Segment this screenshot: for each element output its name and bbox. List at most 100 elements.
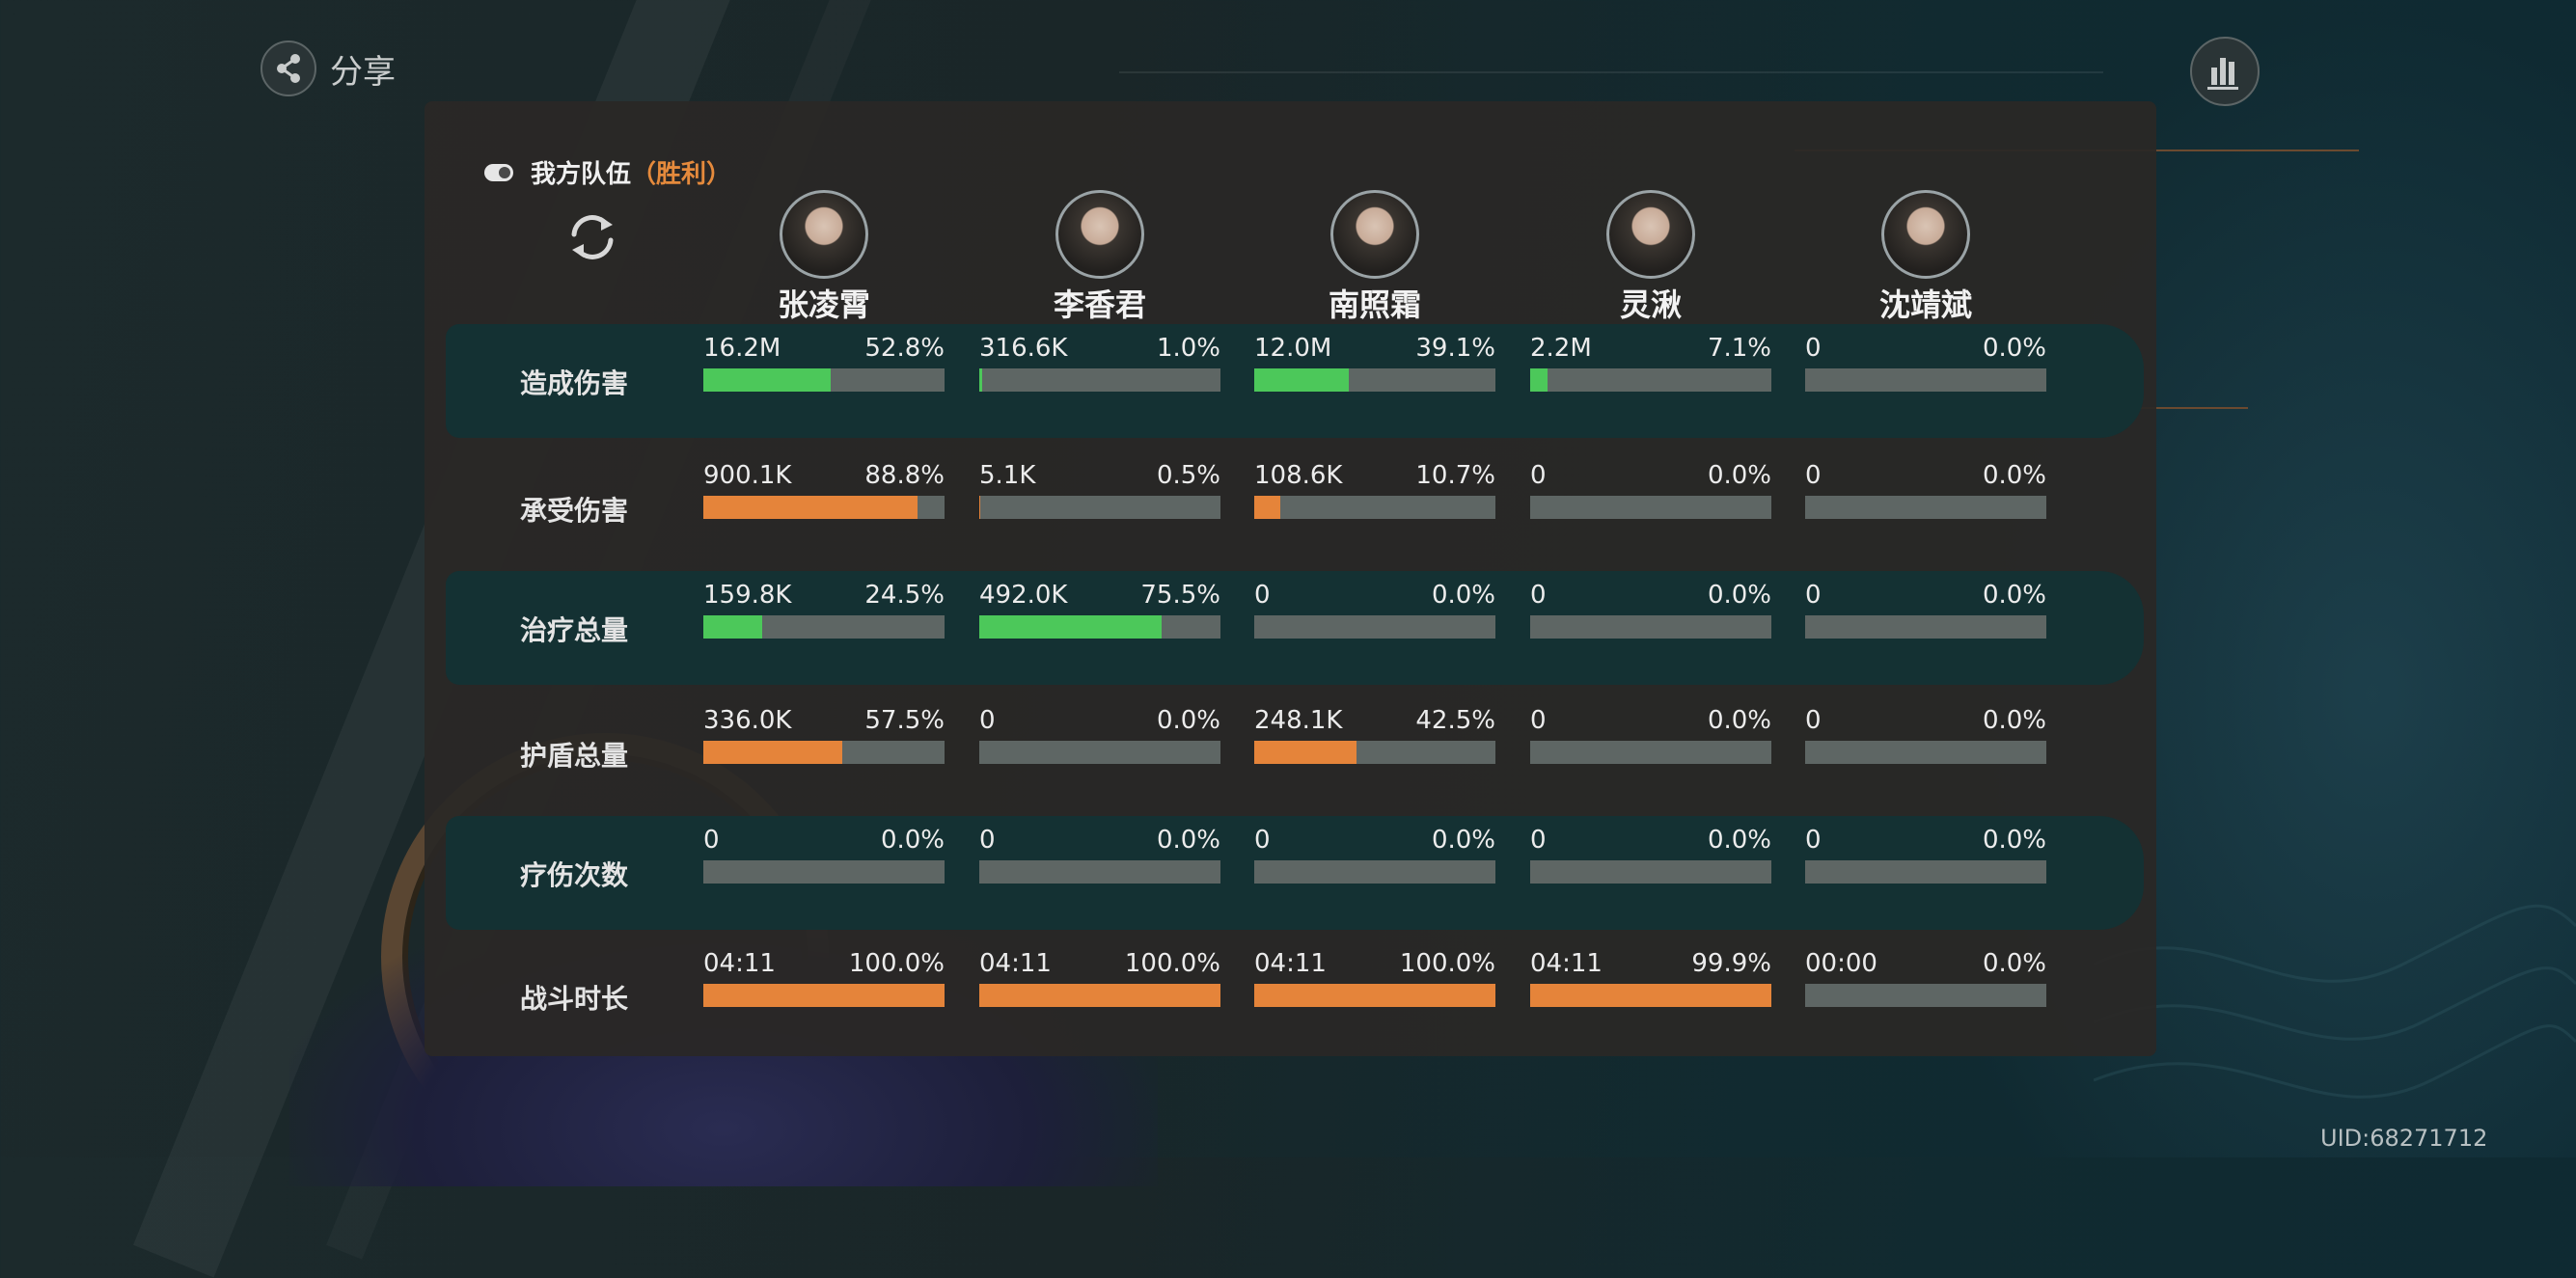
stat-bar-fill xyxy=(703,741,842,764)
stat-percent: 42.5% xyxy=(1415,706,1495,735)
stat-bar xyxy=(979,496,1220,519)
share-button[interactable]: 分享 xyxy=(260,41,396,96)
stat-bar-fill xyxy=(1530,368,1548,392)
stat-bar-fill xyxy=(1254,496,1280,519)
stat-percent: 0.0% xyxy=(1982,461,2046,490)
stat-value: 0 xyxy=(1805,706,1822,735)
stat-label: 疗伤次数 xyxy=(520,859,629,891)
stat-bar xyxy=(703,615,945,639)
stat-bar-fill xyxy=(1254,984,1495,1007)
stat-percent: 0.0% xyxy=(1982,706,2046,735)
stat-percent: 0.0% xyxy=(1982,826,2046,855)
hero-avatar[interactable] xyxy=(1055,190,1144,279)
team-title: 我方队伍 xyxy=(531,160,632,189)
stat-bar xyxy=(703,368,945,392)
stat-value: 16.2M xyxy=(703,334,781,363)
statistics-button[interactable] xyxy=(2190,37,2260,106)
hero-name: 李香君 xyxy=(1053,286,1146,323)
stat-value: 316.6K xyxy=(979,334,1068,363)
stat-bar-fill xyxy=(703,984,945,1007)
stat-value: 0 xyxy=(1254,826,1271,855)
stat-percent: 24.5% xyxy=(864,581,945,610)
stat-value: 248.1K xyxy=(1254,706,1343,735)
stat-bar-fill xyxy=(1530,984,1771,1007)
hero-avatar[interactable] xyxy=(1881,190,1970,279)
hero-avatar[interactable] xyxy=(1330,190,1419,279)
stat-value: 108.6K xyxy=(1254,461,1343,490)
stat-label: 护盾总量 xyxy=(520,740,629,772)
stat-label: 造成伤害 xyxy=(520,367,629,399)
stat-value: 0 xyxy=(1530,826,1547,855)
hero-name: 灵湫 xyxy=(1619,286,1682,323)
stat-percent: 0.0% xyxy=(1982,334,2046,363)
stat-value: 0 xyxy=(1805,334,1822,363)
stat-percent: 57.5% xyxy=(864,706,945,735)
stat-value: 0 xyxy=(1805,461,1822,490)
hero-avatar[interactable] xyxy=(780,190,868,279)
stat-bar xyxy=(1530,496,1771,519)
stat-percent: 0.0% xyxy=(1431,581,1495,610)
stat-value: 336.0K xyxy=(703,706,792,735)
stat-bar xyxy=(1805,984,2046,1007)
stat-value: 492.0K xyxy=(979,581,1068,610)
stat-percent: 0.0% xyxy=(1982,949,2046,978)
stat-percent: 0.0% xyxy=(1431,826,1495,855)
battle-result: （胜利） xyxy=(631,160,732,189)
stat-value: 2.2M xyxy=(1530,334,1592,363)
stat-bar xyxy=(1254,496,1495,519)
hero-column-header[interactable]: 沈靖斌 xyxy=(1805,190,2046,325)
share-icon xyxy=(260,41,316,96)
stat-value: 5.1K xyxy=(979,461,1036,490)
hero-name: 张凌霄 xyxy=(777,286,870,323)
stat-bar xyxy=(1530,368,1771,392)
stat-percent: 0.0% xyxy=(1156,826,1220,855)
user-id: UID:68271712 xyxy=(2320,1125,2488,1152)
stat-bar xyxy=(1805,741,2046,764)
stat-row: 战斗时长 xyxy=(446,939,2144,1053)
stat-percent: 0.0% xyxy=(1982,581,2046,610)
stat-bar xyxy=(1530,741,1771,764)
stat-value: 0 xyxy=(979,706,996,735)
stat-percent: 0.0% xyxy=(1707,461,1771,490)
stat-bar xyxy=(1254,741,1495,764)
stat-percent: 100.0% xyxy=(1399,949,1495,978)
stat-bar xyxy=(1530,860,1771,884)
hero-column-header[interactable]: 张凌霄 xyxy=(703,190,945,325)
stat-percent: 0.0% xyxy=(1707,826,1771,855)
stat-bar xyxy=(979,984,1220,1007)
header-divider xyxy=(1119,71,2103,73)
stat-label: 承受伤害 xyxy=(520,495,629,527)
stat-percent: 39.1% xyxy=(1415,334,1495,363)
stat-label: 治疗总量 xyxy=(520,614,629,646)
stat-bar xyxy=(703,741,945,764)
stat-bar xyxy=(1530,984,1771,1007)
hero-avatar[interactable] xyxy=(1606,190,1695,279)
toggle-icon[interactable] xyxy=(484,163,513,181)
stat-value: 0 xyxy=(703,826,720,855)
stat-bar-fill xyxy=(1254,741,1357,764)
stat-value: 0 xyxy=(1254,581,1271,610)
stat-value: 0 xyxy=(979,826,996,855)
stat-percent: 75.5% xyxy=(1140,581,1220,610)
stat-value: 00:00 xyxy=(1805,949,1877,978)
stat-value: 0 xyxy=(1805,581,1822,610)
stat-percent: 52.8% xyxy=(864,334,945,363)
stat-value: 04:11 xyxy=(1530,949,1603,978)
stat-value: 0 xyxy=(1805,826,1822,855)
stat-percent: 99.9% xyxy=(1691,949,1771,978)
stat-bar xyxy=(1805,496,2046,519)
hero-column-header[interactable]: 李香君 xyxy=(979,190,1220,325)
stat-percent: 0.0% xyxy=(1707,581,1771,610)
stat-percent: 88.8% xyxy=(864,461,945,490)
stat-bar-fill xyxy=(979,984,1220,1007)
stat-value: 0 xyxy=(1530,461,1547,490)
stat-bar xyxy=(1254,860,1495,884)
hero-column-header[interactable]: 南照霜 xyxy=(1254,190,1495,325)
stat-value: 04:11 xyxy=(703,949,776,978)
hero-column-header[interactable]: 灵湫 xyxy=(1530,190,1771,325)
stat-value: 04:11 xyxy=(979,949,1052,978)
stat-percent: 0.5% xyxy=(1156,461,1220,490)
stat-value: 159.8K xyxy=(703,581,792,610)
stat-bar-fill xyxy=(703,368,831,392)
refresh-icon[interactable] xyxy=(562,207,622,267)
